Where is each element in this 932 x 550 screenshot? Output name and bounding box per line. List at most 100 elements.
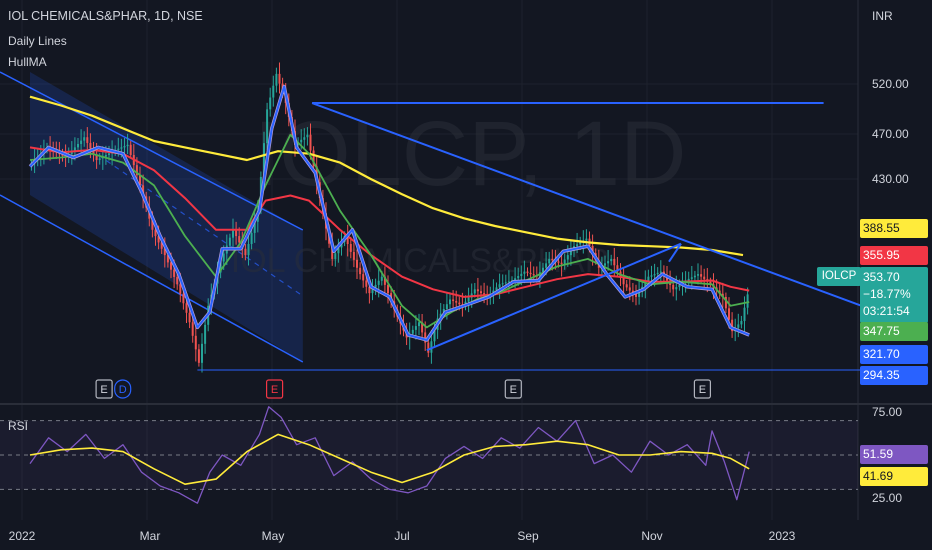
candle-body-80 — [278, 73, 281, 84]
candle-body-209 — [678, 284, 681, 288]
candle-body-79 — [275, 73, 278, 86]
candle-body-20 — [92, 148, 95, 155]
candle-body-130 — [433, 329, 436, 342]
rsi-tick-0: 75.00 — [872, 405, 902, 419]
channel-mid — [97, 154, 304, 297]
candle-body-35 — [139, 175, 141, 186]
candle-body-62 — [222, 253, 225, 262]
candle-body-160 — [526, 271, 529, 273]
candle-body-145 — [480, 291, 482, 294]
candle-body-67 — [238, 236, 241, 243]
rsi-label[interactable]: RSI — [8, 419, 29, 433]
change-percent: −18.77% — [863, 287, 911, 301]
event-marker-box-4 — [693, 379, 712, 399]
candle-body-152 — [501, 283, 504, 285]
candle-body-229 — [740, 321, 743, 325]
candle-body-217 — [703, 276, 706, 280]
candle-body-214 — [693, 275, 696, 278]
candle-body-10 — [61, 154, 64, 156]
candle-body-87 — [300, 139, 303, 143]
candle-body-99 — [337, 247, 340, 254]
candle-body-21 — [95, 154, 98, 161]
event-marker-label-1: D — [119, 384, 127, 396]
candle-body-103 — [349, 244, 352, 252]
candle-body-61 — [219, 261, 222, 273]
candle-body-45 — [170, 262, 172, 270]
candle-body-18 — [86, 137, 89, 143]
candle-body-53 — [194, 335, 197, 350]
channel-drawing — [0, 71, 304, 363]
candle-body-224 — [724, 296, 727, 309]
event-marker-box-1 — [114, 379, 132, 399]
watermark-symbol: IOLCP, 1D — [254, 103, 687, 205]
candle-body-127 — [424, 332, 427, 343]
event-marker-4[interactable]: E — [693, 379, 712, 399]
candle-body-14 — [73, 147, 76, 151]
candle-body-181 — [591, 245, 594, 254]
candle-body-124 — [414, 326, 417, 330]
candle-body-167 — [548, 258, 551, 264]
candle-body-98 — [334, 253, 337, 259]
candle-body-102 — [346, 236, 349, 245]
candle-body-52 — [191, 322, 194, 336]
rsi-value-label: 51.59 — [860, 445, 928, 464]
candle-body-40 — [154, 229, 157, 237]
candle-body-212 — [687, 278, 690, 281]
ema-price-label: 355.95 — [860, 246, 928, 265]
candle-body-70 — [247, 244, 250, 256]
event-marker-label-2: E — [271, 384, 278, 396]
event-marker-label-3: E — [510, 384, 517, 396]
candle-body-43 — [163, 248, 166, 256]
candle-body-50 — [185, 303, 188, 313]
candle-body-105 — [356, 259, 358, 268]
candle-body-161 — [529, 272, 532, 275]
x-tick-6: 2023 — [769, 529, 796, 543]
event-marker-3[interactable]: E — [504, 379, 522, 399]
indicator-hullma[interactable]: HullMA — [8, 55, 47, 69]
candle-body-203 — [659, 271, 662, 273]
trendline-2 — [426, 242, 682, 352]
candle-body-47 — [176, 276, 179, 285]
candle-body-136 — [452, 299, 455, 302]
candle-body-113 — [380, 276, 383, 281]
candle-body-185 — [604, 263, 606, 266]
candle-body-91 — [312, 150, 315, 167]
event-marker-2[interactable]: E — [266, 379, 284, 399]
rsi-ma-line — [29, 433, 750, 485]
event-marker-1[interactable]: D — [114, 379, 132, 399]
candle-body-151 — [498, 284, 501, 288]
x-tick-4: Sep — [517, 529, 539, 543]
candle-body-223 — [721, 293, 724, 297]
ema-20-line — [29, 133, 750, 329]
candle-body-78 — [272, 85, 275, 98]
x-tick-0: 2022 — [9, 529, 36, 543]
event-marker-0[interactable]: E — [95, 379, 113, 399]
candle-body-30 — [123, 146, 126, 148]
rsi-line — [29, 406, 750, 504]
candle-body-75 — [263, 143, 265, 177]
candle-body-69 — [244, 248, 247, 256]
candle-body-71 — [250, 232, 253, 245]
candle-body-77 — [269, 97, 272, 110]
candle-body-41 — [157, 236, 160, 243]
trendline-1 — [311, 102, 886, 316]
candle-body-199 — [647, 276, 650, 282]
candle-body-195 — [635, 293, 637, 297]
trendlines — [197, 102, 923, 371]
candle-body-89 — [306, 134, 309, 138]
candle-body-159 — [523, 271, 526, 274]
candle-body-170 — [557, 261, 560, 263]
candle-body-143 — [473, 289, 476, 294]
candle-body-56 — [204, 324, 207, 344]
x-tick-2: May — [262, 529, 285, 543]
candle-body-65 — [232, 229, 234, 238]
candle-body-54 — [197, 349, 200, 363]
indicator-daily-lines[interactable]: Daily Lines — [8, 34, 67, 48]
candle-body-186 — [607, 261, 610, 264]
candle-body-213 — [690, 277, 693, 279]
candle-body-31 — [126, 144, 129, 147]
triangle-edge — [668, 243, 682, 263]
candle-body-28 — [117, 148, 120, 150]
candle-body-111 — [374, 284, 377, 290]
